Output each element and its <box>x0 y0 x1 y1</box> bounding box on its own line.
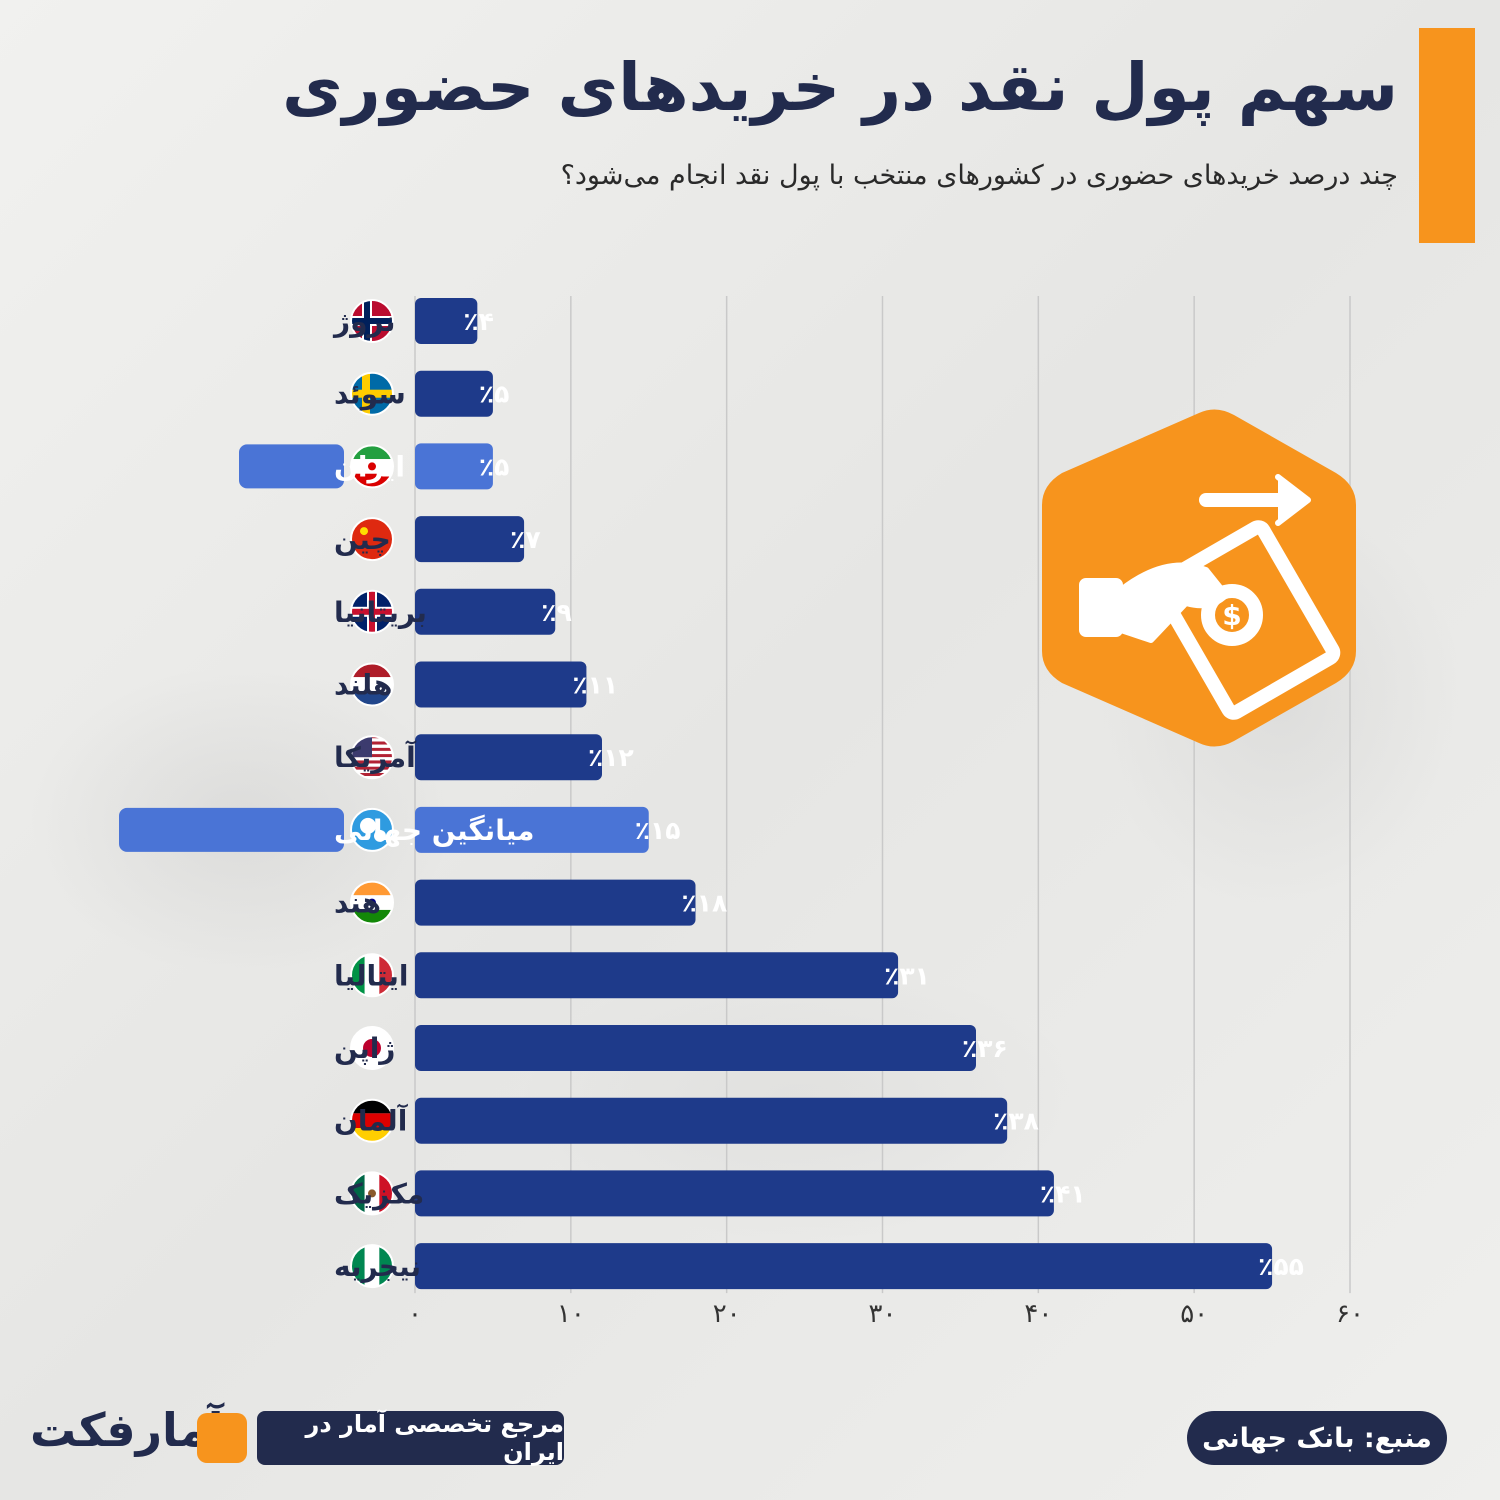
india-flag <box>350 880 394 925</box>
category-label: چین <box>334 523 391 556</box>
x-tick-label: ۵۰ <box>1180 1299 1208 1329</box>
x-tick-label: ۱۰ <box>557 1299 585 1329</box>
bar <box>415 1243 1273 1290</box>
category-label: بریتانیا <box>334 596 427 629</box>
bar <box>415 879 696 926</box>
bar <box>415 370 493 417</box>
tagline-badge: مرجع تخصصی آمار در ایران <box>257 1410 564 1466</box>
category-label: نروژ <box>332 305 395 338</box>
chart-subtitle: چند درصد خریدهای حضوری در کشورهای منتخب … <box>560 160 1398 191</box>
data-label: ٪۷ <box>510 525 541 554</box>
norway-flag <box>350 299 394 343</box>
highlight-pill <box>239 444 344 489</box>
category-label: سوئد <box>334 378 406 411</box>
bar <box>415 952 899 999</box>
bar <box>415 298 478 344</box>
bar <box>415 1170 1054 1217</box>
bar-chart: ۰ ۱۰ ۲۰ ۳۰ ۴۰ ۵۰ ۶۰ ٪۴ نروژ ٪۵ سوئد ٪۵ ایران ٪۷ چین ٪۹ ب… <box>119 296 1364 1329</box>
bar <box>415 1025 976 1071</box>
category-label: ایران <box>334 450 405 483</box>
data-label: ٪۱۵ <box>635 816 681 845</box>
x-tick-label: ۳۰ <box>869 1299 897 1329</box>
data-label: ٪۱۱ <box>572 671 618 700</box>
brand-logo: آمارفکت <box>30 1403 224 1457</box>
x-tick-label: ۶۰ <box>1336 1299 1364 1329</box>
data-label: ٪۹ <box>541 598 572 627</box>
bar <box>415 734 602 781</box>
bar <box>415 806 649 853</box>
category-label: آلمان <box>334 1104 409 1138</box>
x-tick-label: ۲۰ <box>713 1299 741 1329</box>
nigeria-flag <box>350 1244 394 1289</box>
category-label: هلند <box>334 669 392 702</box>
category-label: نیجریه <box>334 1250 421 1283</box>
svg-text:$: $ <box>1222 599 1241 632</box>
netherlands-flag <box>350 662 394 707</box>
data-label: ٪۴۱ <box>1040 1179 1086 1208</box>
x-tick-label: ۴۰ <box>1024 1299 1052 1329</box>
category-label: ژاپن <box>334 1032 395 1065</box>
bar <box>415 588 556 635</box>
iran-flag <box>350 444 394 489</box>
uk-flag <box>350 589 394 634</box>
data-label: ٪۳۸ <box>993 1107 1039 1136</box>
germany-flag <box>350 1098 394 1143</box>
data-label: ٪۳۶ <box>962 1034 1008 1063</box>
category-label: آمریکا <box>334 740 417 774</box>
japan-flag <box>350 1026 394 1070</box>
bar <box>415 661 587 708</box>
sweden-flag <box>350 371 394 416</box>
bar <box>415 516 525 563</box>
data-label: ٪۴ <box>463 307 494 336</box>
globe-icon <box>350 807 394 852</box>
data-label: ٪۱۸ <box>682 889 728 918</box>
data-label: ٪۱۲ <box>588 743 634 772</box>
category-label: هند <box>334 887 381 920</box>
accent-strip <box>1419 28 1475 243</box>
category-label: مکزیک <box>334 1177 424 1210</box>
data-label: ٪۳۱ <box>884 961 930 990</box>
hand-cash-icon: $ <box>1042 409 1356 747</box>
mexico-flag <box>350 1171 394 1216</box>
x-tick-label: ۰ <box>408 1299 422 1329</box>
brand-logo-mark <box>197 1413 247 1463</box>
chart-title: سهم پول نقد در خریدهای حضوری <box>282 49 1398 126</box>
italy-flag <box>350 953 394 998</box>
source-badge: منبع: بانک جهانی <box>1187 1411 1447 1465</box>
bar <box>415 443 493 490</box>
data-label: ٪۵۵ <box>1258 1252 1304 1281</box>
category-label: ایتالیا <box>334 959 409 992</box>
data-label: ٪۵ <box>479 452 510 481</box>
highlight-pill <box>119 807 344 852</box>
china-flag <box>350 517 394 562</box>
category-label: میانگین جهانی <box>334 814 534 847</box>
data-label: ٪۵ <box>479 380 510 409</box>
bar <box>415 1097 1008 1144</box>
